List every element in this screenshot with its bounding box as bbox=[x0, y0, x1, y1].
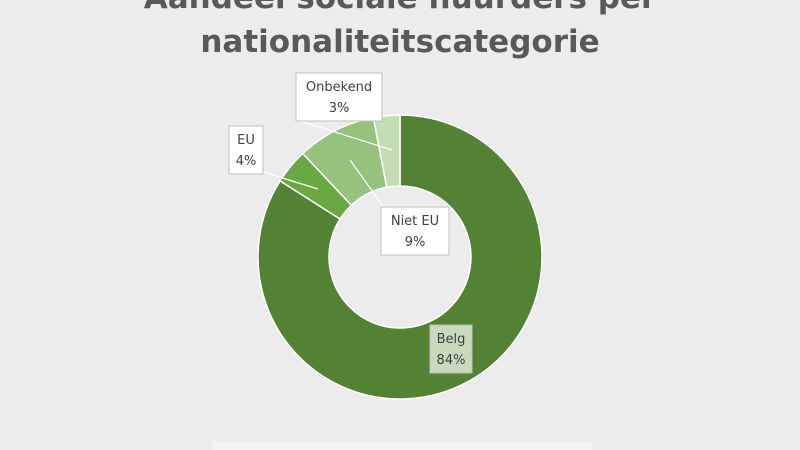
data-label-niet-eu: Niet EU 9% bbox=[380, 206, 450, 256]
data-label-belg: Belg 84% bbox=[429, 324, 473, 374]
data-label-category-niet-eu: Niet EU bbox=[391, 214, 439, 229]
data-label-value-eu: 4% bbox=[236, 154, 257, 169]
data-label-category-eu: EU bbox=[237, 133, 255, 148]
chart-title-line-2: nationaliteitscategorie bbox=[200, 24, 600, 60]
data-label-eu: EU 4% bbox=[228, 125, 264, 175]
data-label-value-belg: 84% bbox=[437, 353, 466, 368]
leader-line-onbekend bbox=[299, 120, 393, 151]
data-label-box-niet-eu bbox=[380, 206, 450, 256]
data-label-box-eu bbox=[228, 125, 264, 175]
chart-title: Aandeel sociale huurders per nationalite… bbox=[0, 0, 800, 64]
leader-line-niet-eu bbox=[349, 159, 386, 210]
data-label-box-belg bbox=[429, 324, 473, 374]
data-label-box-onbekend bbox=[295, 72, 383, 122]
data-label-onbekend: Onbekend 3% bbox=[295, 72, 383, 122]
chart-title-line-1: Aandeel sociale huurders per bbox=[0, 0, 800, 20]
bottom-strip bbox=[212, 441, 592, 450]
data-label-value-niet-eu: 9% bbox=[405, 235, 426, 250]
data-label-value-onbekend: 3% bbox=[329, 101, 350, 116]
data-label-category-onbekend: Onbekend bbox=[306, 80, 372, 95]
data-label-category-belg: Belg bbox=[437, 332, 466, 347]
leader-line-eu bbox=[262, 171, 319, 190]
